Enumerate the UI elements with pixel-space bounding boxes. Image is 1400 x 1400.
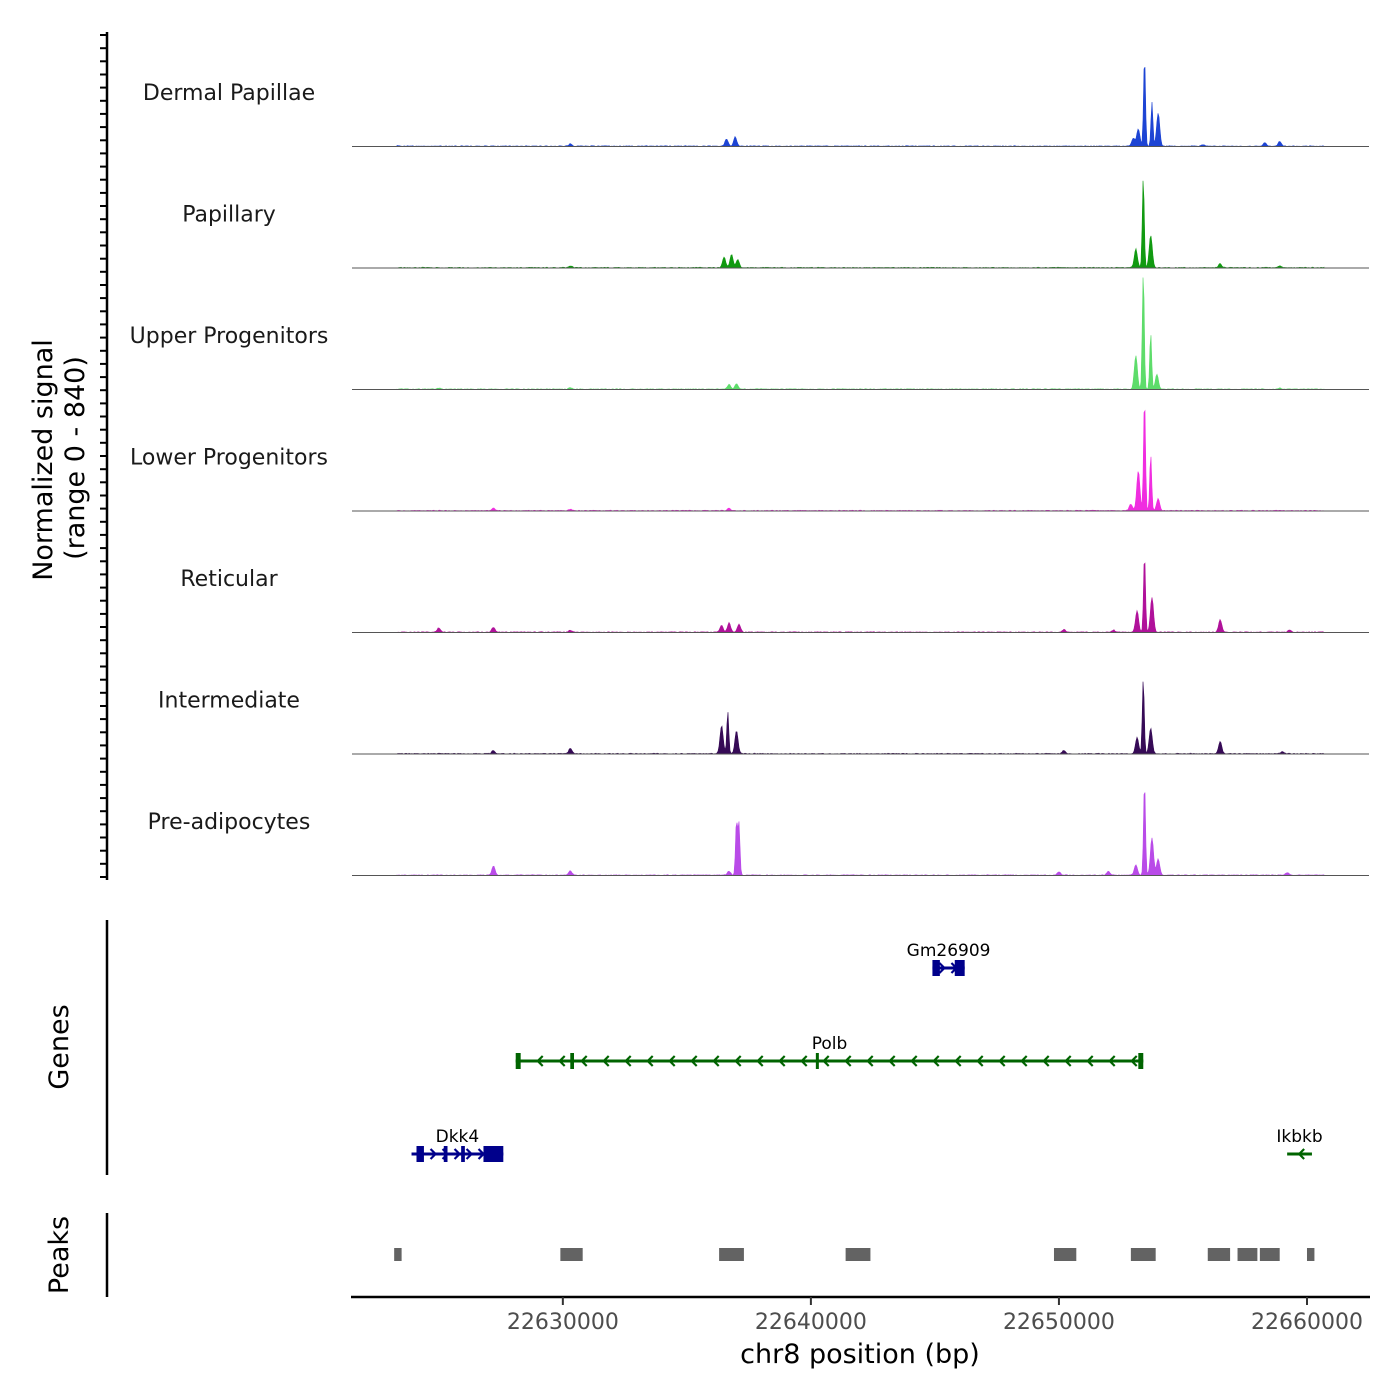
track-label: Lower Progenitors xyxy=(130,446,328,471)
gene-model: Gm26909 xyxy=(907,941,991,976)
peak-region xyxy=(1053,1248,1077,1261)
strand-arrow xyxy=(602,1055,610,1067)
gene-exon xyxy=(932,960,940,976)
gene-exon xyxy=(443,1146,448,1162)
signal-track: Reticular xyxy=(180,562,1369,633)
track-label: Reticular xyxy=(180,567,278,592)
x-tick-label: 22640000 xyxy=(755,1310,867,1335)
signal-track: Intermediate xyxy=(158,681,1369,755)
track-label: Upper Progenitors xyxy=(130,324,329,349)
strand-arrow xyxy=(734,1055,742,1067)
signal-track: Dermal Papillae xyxy=(143,66,1369,147)
peak-region xyxy=(1259,1248,1280,1261)
genes-panel-label: Genes xyxy=(44,1004,75,1089)
strand-arrow xyxy=(580,1055,588,1067)
strand-arrow xyxy=(932,1055,940,1067)
track-label: Papillary xyxy=(182,203,276,228)
strand-arrow xyxy=(624,1055,632,1067)
gene-exon xyxy=(483,1146,504,1162)
x-tick-label: 22630000 xyxy=(507,1310,619,1335)
strand-arrow xyxy=(453,1148,462,1160)
strand-arrow xyxy=(646,1055,654,1067)
gene-exon xyxy=(1138,1053,1144,1069)
gene-model: Polb xyxy=(515,1034,1144,1069)
peak-region xyxy=(394,1248,402,1261)
gene-model: Ikbkb xyxy=(1276,1127,1323,1160)
peaks-panel: Peaks xyxy=(44,1213,1315,1297)
track-label: Pre-adipocytes xyxy=(148,810,311,835)
strand-arrow xyxy=(1108,1055,1116,1067)
signal-ylabel-line2: (range 0 - 840) xyxy=(60,356,91,560)
strand-arrow xyxy=(1086,1055,1094,1067)
gene-label: Gm26909 xyxy=(907,941,991,961)
peak-region xyxy=(1237,1248,1258,1261)
strand-arrow xyxy=(1020,1055,1028,1067)
signal-panel: Dermal Papillae Papillary Upper Progenitor… xyxy=(28,32,1369,880)
gene-models: Gm26909 Polb Dkk4 Ikbkb xyxy=(411,941,1323,1162)
gene-exon xyxy=(815,1053,819,1069)
strand-arrow xyxy=(690,1055,698,1067)
strand-arrow xyxy=(536,1055,544,1067)
x-axis: 22630000 22640000 22650000 22660000 chr8 po… xyxy=(351,1295,1370,1370)
signal-track: Upper Progenitors xyxy=(130,277,1369,390)
strand-arrow xyxy=(1064,1055,1072,1067)
peak-region xyxy=(1306,1248,1315,1261)
track-label: Intermediate xyxy=(158,689,300,714)
peak-regions xyxy=(394,1248,1315,1261)
peak-region xyxy=(1207,1248,1231,1261)
x-ticks: 22630000 22640000 22650000 22660000 xyxy=(507,1297,1363,1335)
x-axis-title: chr8 position (bp) xyxy=(740,1339,980,1370)
strand-arrow xyxy=(668,1055,676,1067)
strand-arrow xyxy=(1042,1055,1050,1067)
strand-arrow xyxy=(712,1055,720,1067)
signal-y-ticks xyxy=(100,34,107,878)
strand-arrow xyxy=(954,1055,962,1067)
strand-arrow xyxy=(1297,1148,1305,1160)
x-tick-label: 22650000 xyxy=(1003,1310,1115,1335)
gene-exon xyxy=(570,1053,575,1069)
peaks-panel-label: Peaks xyxy=(44,1216,75,1294)
peak-region xyxy=(719,1248,744,1261)
genes-panel: Genes Gm26909 Polb Dkk4 Ikbkb xyxy=(44,920,1323,1175)
gene-exon xyxy=(954,960,965,976)
gene-label: Ikbkb xyxy=(1276,1127,1322,1147)
gene-label: Dkk4 xyxy=(436,1127,480,1147)
signal-track: Pre-adipocytes xyxy=(148,792,1369,876)
strand-arrow xyxy=(756,1055,764,1067)
gene-label: Polb xyxy=(812,1034,848,1054)
gene-exon xyxy=(461,1146,465,1162)
strand-arrow xyxy=(465,1148,474,1160)
signal-tracks: Dermal Papillae Papillary Upper Progenitor… xyxy=(130,66,1369,876)
strand-arrow xyxy=(778,1055,786,1067)
strand-arrow xyxy=(800,1055,808,1067)
strand-arrow xyxy=(558,1055,566,1067)
gene-exon xyxy=(515,1053,521,1069)
strand-arrow xyxy=(938,962,946,974)
signal-track: Lower Progenitors xyxy=(130,409,1369,512)
strand-arrow xyxy=(910,1055,918,1067)
peak-region xyxy=(1130,1248,1156,1261)
x-tick-label: 22660000 xyxy=(1251,1310,1363,1335)
signal-track: Papillary xyxy=(182,180,1369,269)
signal-ylabel-line1: Normalized signal xyxy=(28,339,59,581)
strand-arrow xyxy=(866,1055,874,1067)
strand-arrow xyxy=(844,1055,852,1067)
peak-region xyxy=(560,1248,583,1261)
peak-region xyxy=(845,1248,871,1261)
strand-arrow xyxy=(822,1055,830,1067)
strand-arrow xyxy=(429,1148,438,1160)
strand-arrow xyxy=(998,1055,1006,1067)
gene-model: Dkk4 xyxy=(411,1127,504,1162)
gene-exon xyxy=(416,1146,424,1162)
track-label: Dermal Papillae xyxy=(143,81,315,106)
strand-arrow xyxy=(888,1055,896,1067)
strand-arrow xyxy=(976,1055,984,1067)
strand-arrow xyxy=(1130,1055,1138,1067)
